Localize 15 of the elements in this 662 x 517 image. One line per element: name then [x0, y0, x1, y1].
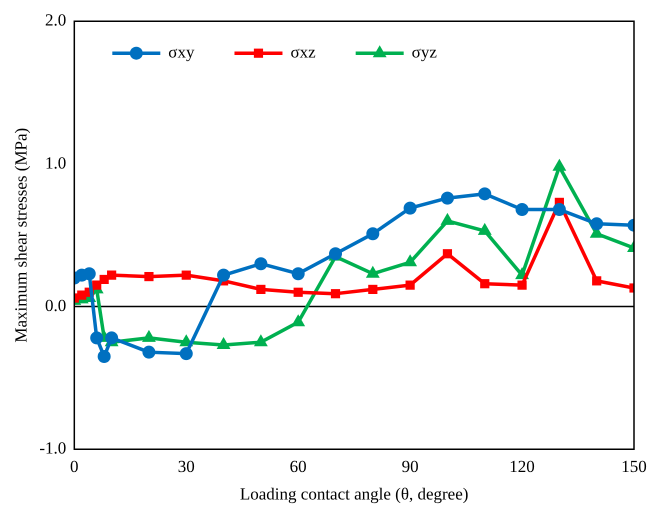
x-tick-label: 60 — [290, 456, 307, 476]
x-tick-label: 90 — [402, 456, 419, 476]
x-tick-label: 120 — [509, 456, 535, 476]
y-tick-label: 1.0 — [45, 153, 66, 172]
y-axis-title: Maximum shear stresses (MPa) — [12, 128, 31, 343]
legend-label: σxz — [290, 42, 316, 62]
x-axis-title: Loading contact angle (θ, degree) — [240, 484, 468, 504]
x-tick-label: 30 — [178, 456, 195, 476]
y-tick-label: 2.0 — [45, 10, 66, 30]
y-tick-label: -1.0 — [39, 438, 66, 458]
legend-label: σxy — [168, 42, 195, 62]
x-tick-label: 0 — [70, 456, 79, 476]
y-tick-label: 0.0 — [45, 296, 66, 315]
x-tick-label: 150 — [621, 456, 647, 476]
legend-label: σyz — [412, 42, 438, 62]
